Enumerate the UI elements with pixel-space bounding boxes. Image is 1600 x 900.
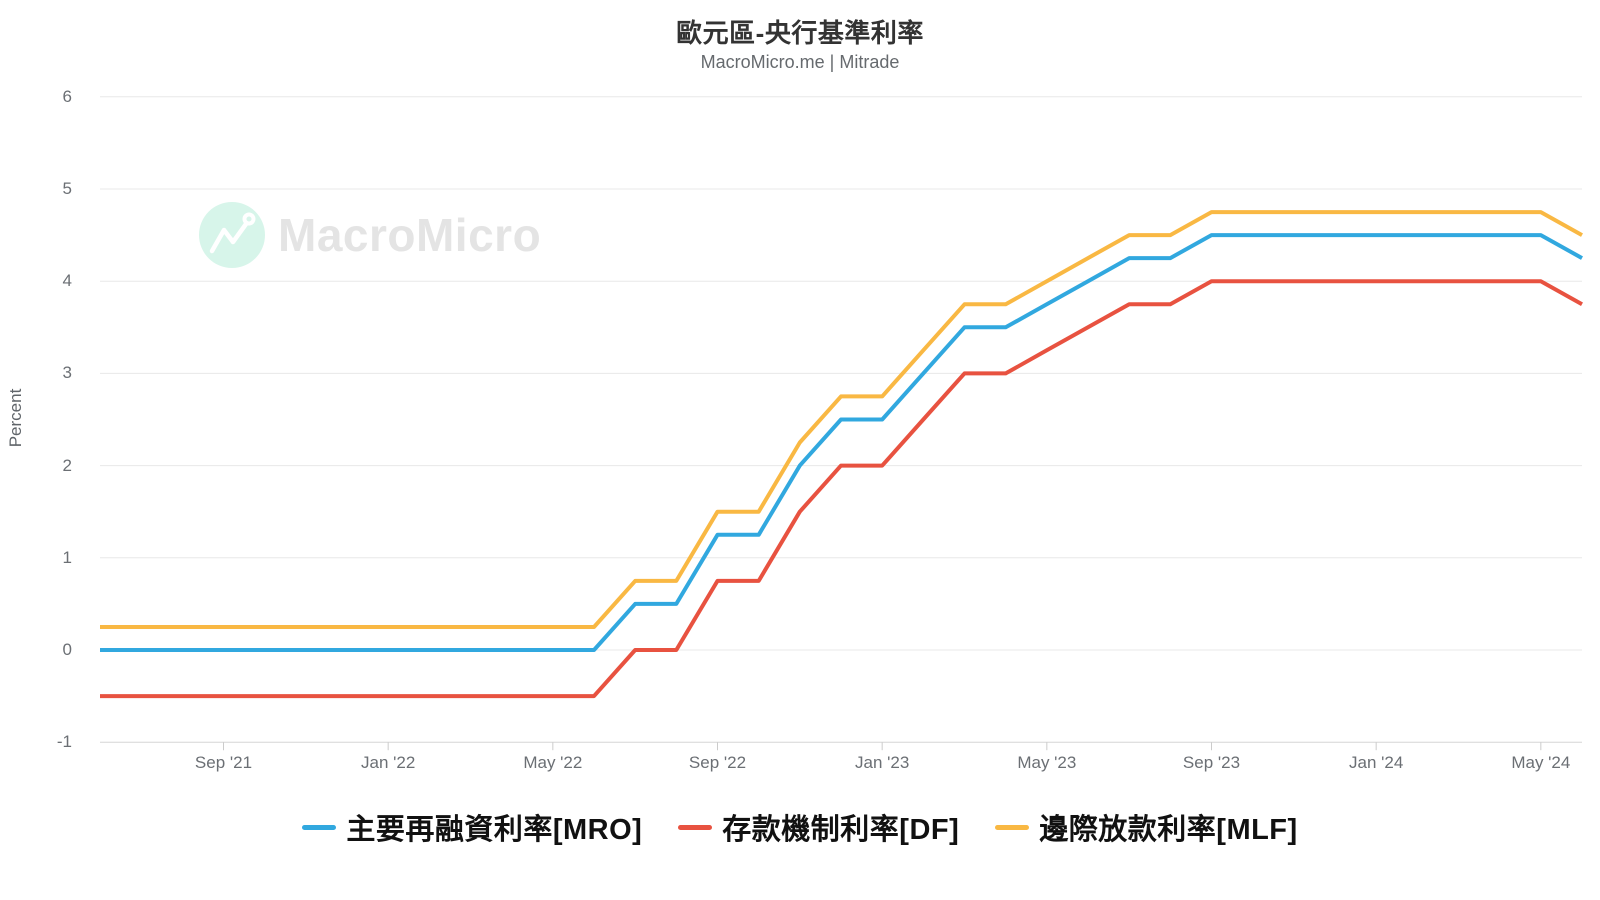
y-axis-tick-label: 0 [62, 640, 72, 659]
y-axis-tick-label: 2 [62, 455, 72, 475]
x-axis-tick-label: Sep '21 [194, 753, 253, 772]
legend-dash-mro [302, 824, 337, 830]
x-axis-tick-label: Sep '23 [1182, 753, 1241, 772]
y-axis-tick-label: 1 [62, 547, 72, 567]
legend-item-mlf[interactable]: 邊際放款利率[MLF] [995, 806, 1297, 848]
legend-item-mro[interactable]: 主要再融資利率[MRO] [302, 806, 642, 848]
y-axis-tick-label: 4 [62, 271, 72, 291]
chart-title: 歐元區-央行基準利率 [676, 18, 924, 48]
legend-dash-df [678, 824, 713, 830]
series-line-mlf[interactable] [100, 210, 1583, 629]
legend-label-df: 存款機制利率[DF] [722, 814, 960, 846]
legend: 主要再融資利率[MRO] 存款機制利率[DF] 邊際放款利率[MLF] [0, 806, 1600, 848]
legend-item-df[interactable]: 存款機制利率[DF] [678, 806, 959, 848]
x-axis-tick-label: Sep '22 [688, 753, 747, 772]
x-axis-tick-label: Jan '24 [1349, 753, 1404, 772]
y-axis-tick-label: -1 [56, 732, 72, 752]
series-line-df[interactable] [100, 279, 1583, 699]
legend-label-mro: 主要再融資利率[MRO] [346, 814, 643, 846]
y-axis-tick-label: 6 [62, 86, 72, 106]
y-axis-tick-label: 5 [62, 179, 72, 198]
chart-subtitle: MacroMicro.me | Mitrade [700, 52, 900, 72]
x-axis-tick-label: May '24 [1511, 753, 1571, 772]
series-line-mro[interactable] [100, 233, 1583, 652]
y-axis-tick-label: 3 [62, 363, 72, 383]
x-axis-ticks [223, 742, 1542, 751]
series-lines [100, 210, 1583, 699]
legend-dash-mlf [995, 824, 1030, 830]
x-axis-tick-label: Jan '22 [361, 753, 416, 772]
x-axis-tick-label: May '23 [1017, 753, 1077, 772]
x-axis-tick-label: Jan '23 [855, 753, 910, 772]
legend-label-mlf: 邊際放款利率[MLF] [1039, 814, 1298, 846]
gridlines [100, 96, 1582, 743]
x-axis-tick-label: May '22 [523, 753, 583, 772]
